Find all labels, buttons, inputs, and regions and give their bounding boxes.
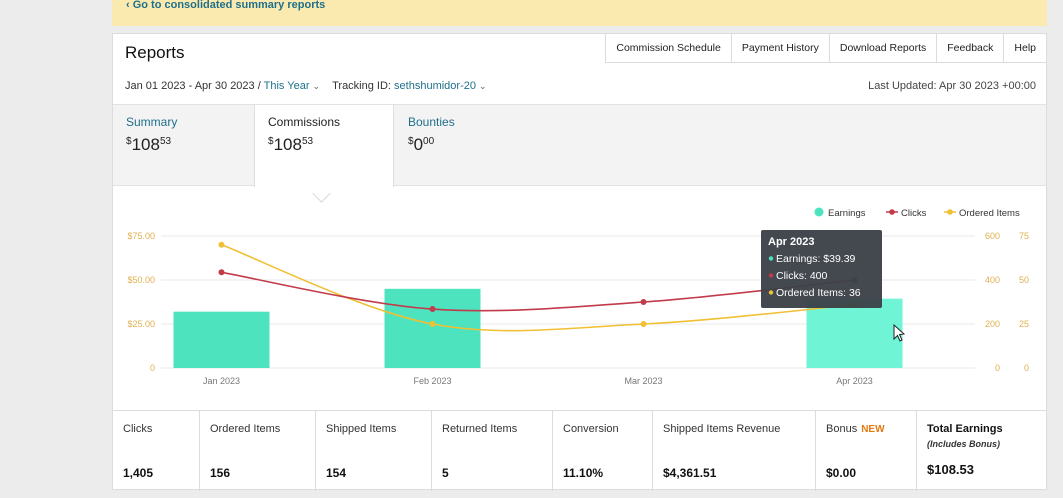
- metric-label: Conversion: [563, 423, 619, 435]
- y-right-ordered-tick: 50: [1019, 275, 1029, 285]
- metric-value: $0.00: [826, 466, 857, 480]
- x-tick-label: Mar 2023: [624, 376, 662, 386]
- metric-returned-items: Returned Items 5: [432, 411, 553, 491]
- clicks-point: [640, 299, 647, 305]
- metrics-row: Clicks 1,405 Ordered Items 156 Shipped I…: [113, 410, 1046, 491]
- tracking-id-label: Tracking ID:: [332, 80, 391, 92]
- metric-value: 154: [326, 466, 347, 480]
- metric-label: Total Earnings: [927, 423, 1003, 435]
- metric-ordered-items: Ordered Items 156: [200, 411, 316, 491]
- clicks-point: [218, 269, 225, 276]
- y-left-tick: $75.00: [127, 231, 155, 241]
- tab-commissions-label: Commissions: [268, 115, 341, 129]
- last-updated: Last Updated: Apr 30 2023 +00:00: [868, 80, 1036, 92]
- legend-marker: [947, 209, 953, 215]
- tooltip-line: Clicks: 400: [776, 270, 828, 282]
- chevron-down-icon: ⌄: [312, 81, 321, 91]
- page-title: Reports: [125, 43, 185, 62]
- y-left-tick: 0: [150, 363, 155, 373]
- metric-value: 11.10%: [563, 466, 604, 480]
- y-right-ordered-tick: 25: [1019, 319, 1029, 329]
- tooltip-line: Ordered Items: 36: [776, 287, 861, 299]
- clicks-point: [429, 306, 436, 313]
- metric-label: Shipped Items: [326, 423, 397, 435]
- tab-bounties-label: Bounties: [408, 115, 455, 129]
- metric-shipped-items: Shipped Items 154: [316, 411, 432, 491]
- y-left-tick: $25.00: [127, 319, 155, 329]
- consolidated-summary-link[interactable]: ‹ Go to consolidated summary reports: [126, 0, 326, 11]
- metric-bonus: Bonus NEW $0.00: [816, 411, 917, 491]
- ordered-items-point: [429, 321, 436, 327]
- metric-shipped-items-revenue: Shipped Items Revenue $4,361.51: [653, 411, 816, 491]
- y-right-clicks-tick: 0: [995, 363, 1000, 373]
- tooltip-dot: [768, 273, 774, 278]
- cursor-icon: [893, 323, 906, 342]
- y-right-clicks-tick: 400: [985, 275, 1000, 285]
- date-range-text: Jan 01 2023 - Apr 30 2023 /: [125, 80, 261, 92]
- new-badge: NEW: [861, 424, 885, 435]
- x-tick-label: Apr 2023: [836, 376, 873, 386]
- metric-value: $108.53: [927, 462, 974, 477]
- chart-tooltip: [761, 230, 882, 308]
- metric-value: $4,361.51: [663, 466, 717, 480]
- reports-card: Reports Commission Schedule Payment Hist…: [112, 33, 1047, 491]
- chevron-down-icon: ⌄: [478, 81, 487, 91]
- earnings-chart: $75.00 $50.00 $25.00 0 600 400 200 0 75 50 25 0 Jan …: [127, 207, 1029, 386]
- legend-marker: [889, 209, 895, 215]
- metric-value: 1,405: [123, 466, 154, 480]
- metric-value: 5: [442, 466, 449, 480]
- y-right-ordered-tick: 0: [1024, 363, 1029, 373]
- report-links: Commission Schedule Payment History Down…: [605, 34, 1046, 63]
- metric-label: Ordered Items: [210, 423, 281, 435]
- help-link[interactable]: Help: [1003, 34, 1046, 63]
- legend-label: Ordered Items: [959, 208, 1020, 219]
- period-dropdown[interactable]: This Year ⌄: [264, 80, 320, 92]
- tab-commissions-amount: $10853: [268, 135, 314, 154]
- tracking-id-dropdown[interactable]: sethshumidor-20 ⌄: [394, 80, 486, 92]
- tab-summary-amount: $10853: [126, 135, 172, 154]
- tooltip-title: Apr 2023: [768, 236, 814, 248]
- clicks-line: [221, 271, 855, 312]
- ordered-items-point: [640, 321, 647, 327]
- metric-label: Shipped Items Revenue: [663, 423, 781, 435]
- x-tick-label: Feb 2023: [413, 376, 451, 386]
- payment-history-link[interactable]: Payment History: [730, 34, 829, 63]
- earnings-bar: [806, 298, 903, 368]
- download-reports-link[interactable]: Download Reports: [828, 34, 937, 63]
- legend-label: Clicks: [901, 208, 927, 219]
- y-right-clicks-tick: 200: [985, 319, 1000, 329]
- tab-commissions[interactable]: Commissions $10853: [254, 105, 394, 187]
- tab-summary-label: Summary: [126, 115, 178, 129]
- metric-label: Bonus NEW: [826, 423, 885, 435]
- report-filters: Jan 01 2023 - Apr 30 2023 / This Year ⌄ T…: [125, 80, 487, 92]
- legend-marker: [814, 207, 824, 217]
- metric-value: 156: [210, 466, 231, 480]
- tooltip-dot: [768, 256, 774, 261]
- commission-schedule-link[interactable]: Commission Schedule: [605, 34, 731, 63]
- tab-bounties-amount: $000: [408, 135, 435, 154]
- metric-conversion: Conversion 11.10%: [553, 411, 653, 491]
- tooltip-line: Earnings: $39.39: [776, 253, 856, 265]
- metric-label: Clicks: [123, 423, 153, 435]
- y-right-ordered-tick: 75: [1019, 231, 1029, 241]
- metric-sublabel: (Includes Bonus): [927, 439, 1001, 449]
- feedback-link[interactable]: Feedback: [936, 34, 1004, 63]
- ordered-items-point: [218, 241, 225, 248]
- metric-total-earnings: Total Earnings (Includes Bonus) $108.53: [917, 411, 1046, 491]
- consolidated-summary-banner: ‹ Go to consolidated summary reports: [112, 0, 1047, 26]
- y-right-clicks-tick: 600: [985, 231, 1000, 241]
- tab-bounties[interactable]: Bounties $000: [395, 105, 535, 185]
- earnings-bar: [173, 311, 270, 368]
- tooltip-dot: [768, 290, 774, 295]
- report-tabs: Summary $10853 Commissions $10853 Bounti…: [113, 104, 1046, 187]
- period-label: This Year: [263, 80, 310, 92]
- x-tick-label: Jan 2023: [203, 376, 240, 386]
- tab-summary[interactable]: Summary $10853: [113, 105, 253, 185]
- ordered-items-line: [221, 244, 855, 332]
- tracking-id-value: sethshumidor-20: [394, 80, 476, 92]
- metric-clicks: Clicks 1,405: [113, 411, 200, 491]
- y-left-tick: $50.00: [127, 275, 155, 285]
- metric-label: Returned Items: [442, 423, 518, 435]
- legend-label: Earnings: [828, 208, 866, 219]
